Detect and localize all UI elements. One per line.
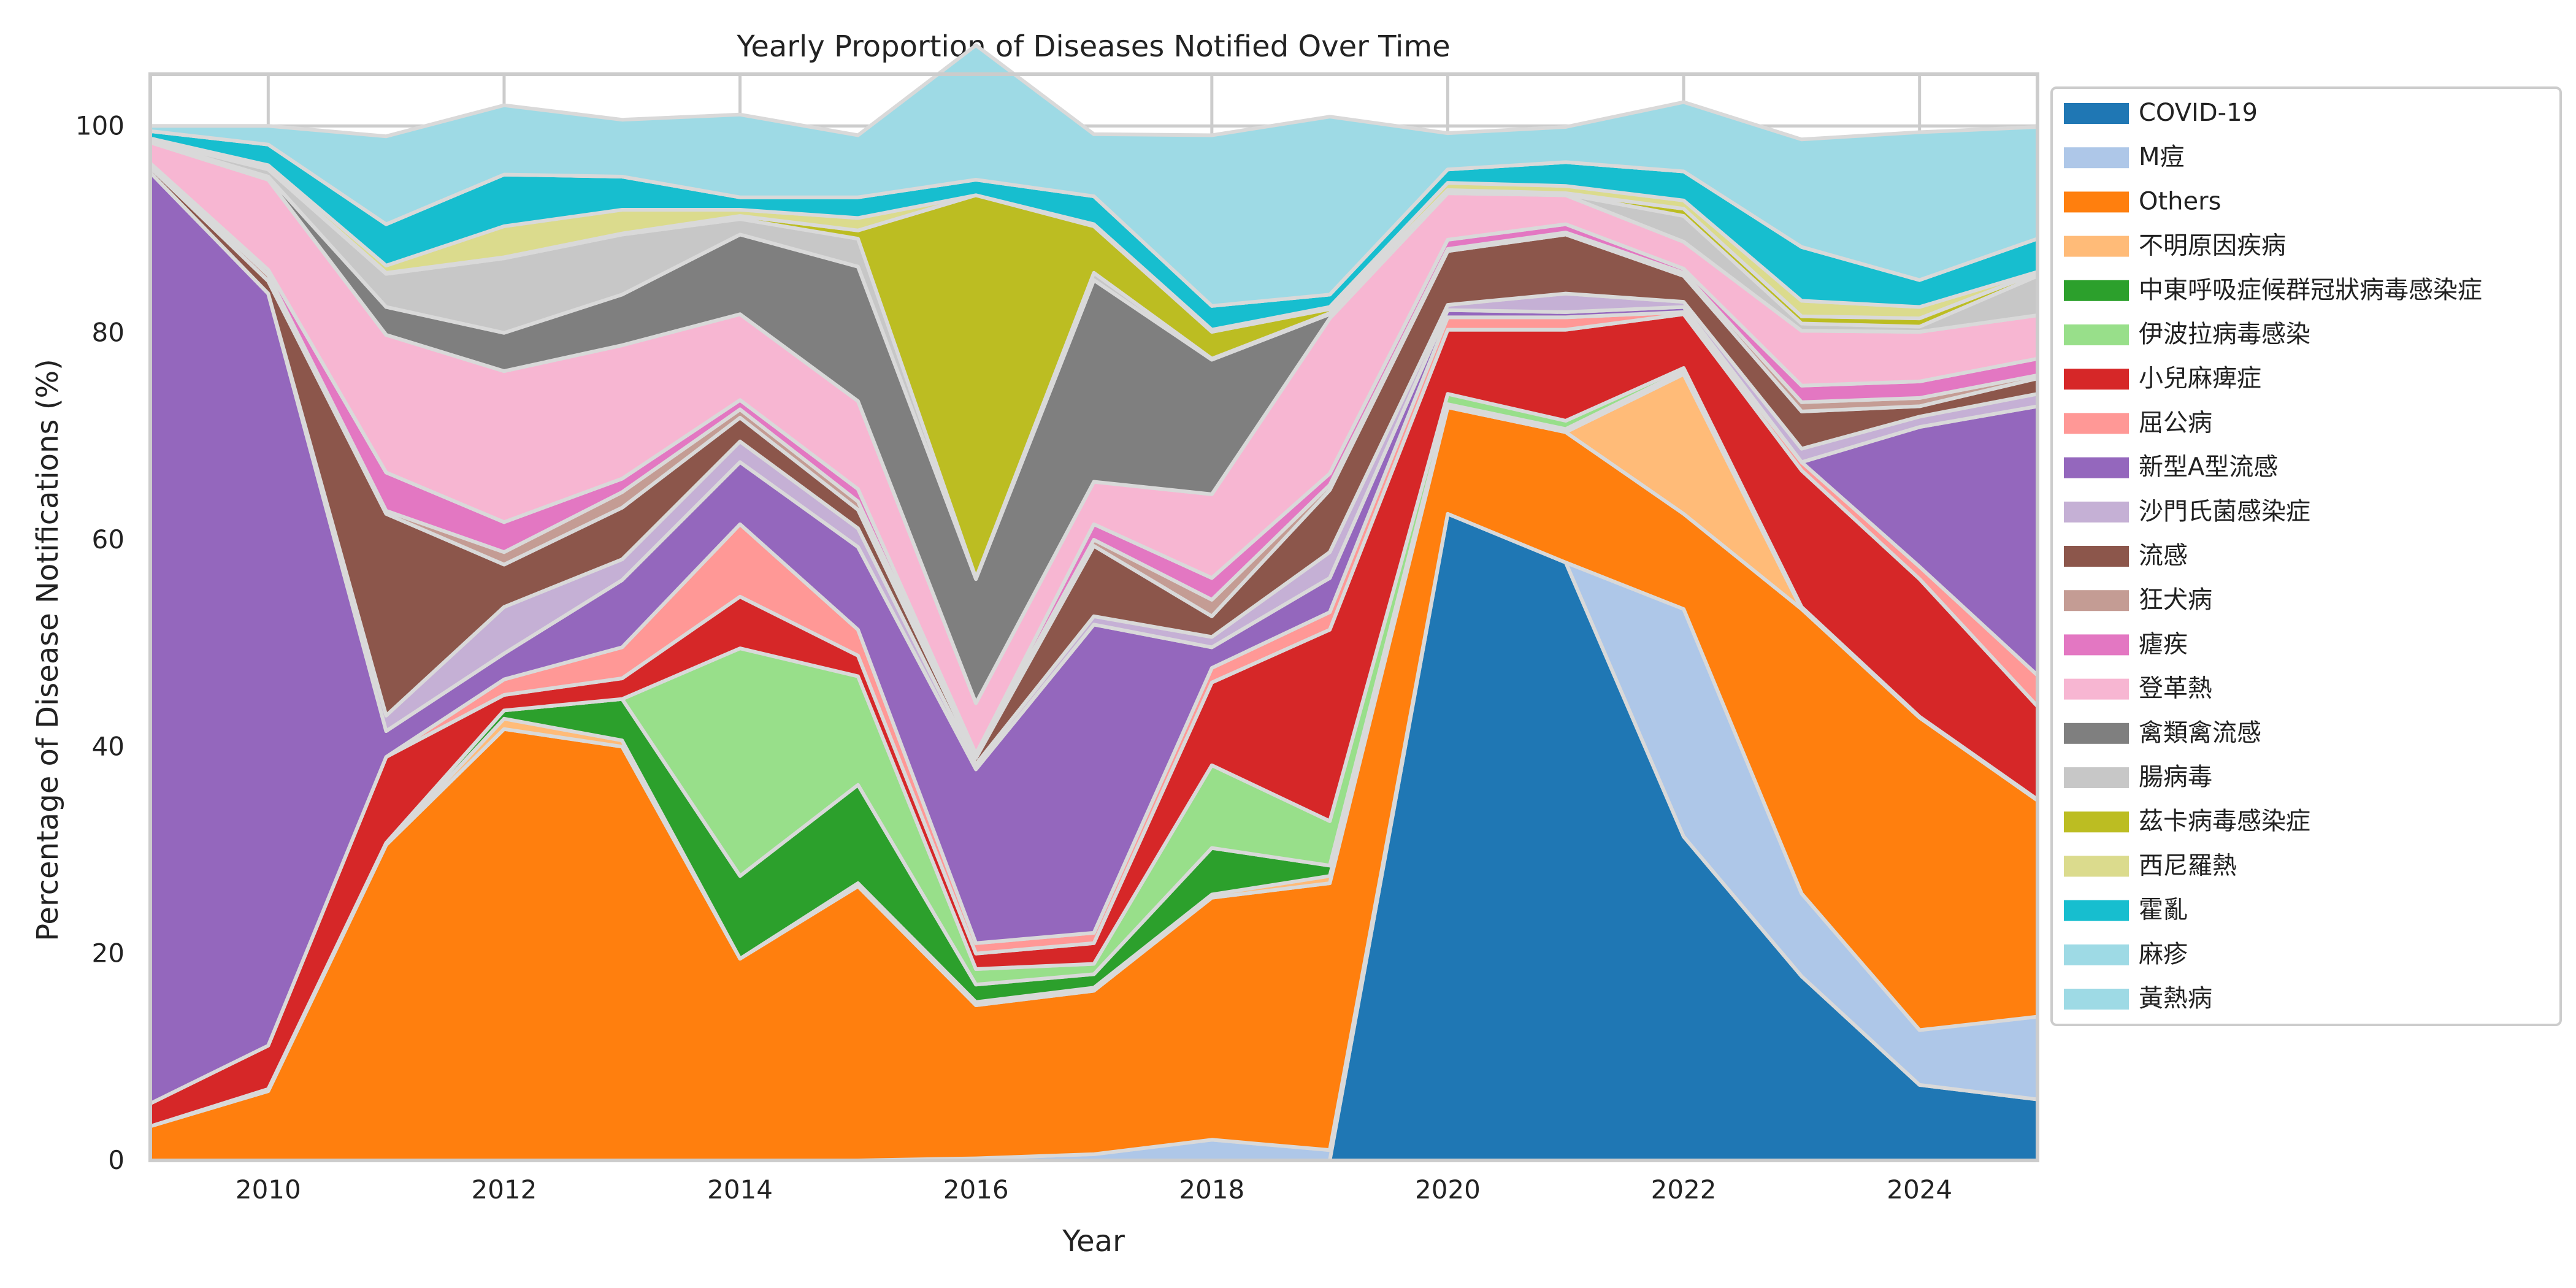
x-tick-label: 2012 — [471, 1175, 537, 1205]
legend-label: 茲卡病毒感染症 — [2139, 807, 2310, 835]
y-tick-label: 80 — [92, 318, 125, 348]
legend-label: 中東呼吸症候群冠狀病毒感染症 — [2139, 276, 2482, 304]
legend-label: 霍亂 — [2139, 896, 2188, 924]
x-tick-label: 2018 — [1179, 1175, 1244, 1205]
legend-label: 流感 — [2139, 542, 2188, 570]
legend-swatch — [2064, 634, 2129, 656]
legend-swatch — [2064, 723, 2129, 744]
legend-label: 沙門氏菌感染症 — [2139, 497, 2310, 526]
y-tick-label: 100 — [75, 110, 125, 140]
legend-swatch — [2064, 944, 2129, 965]
plot-frame — [148, 72, 2039, 1162]
legend-swatch — [2064, 369, 2129, 390]
legend-label: 西尼羅熱 — [2139, 851, 2237, 880]
legend-label: 新型A型流感 — [2139, 453, 2278, 481]
legend-label: 瘧疾 — [2139, 630, 2188, 658]
y-tick-label: 20 — [92, 938, 125, 968]
y-tick-label: 60 — [92, 524, 125, 554]
x-tick-label: 2014 — [707, 1175, 773, 1205]
legend: COVID-19 M痘 Others 不明原因疾病中東呼吸症候群冠狀病毒感染症伊波拉病… — [2050, 86, 2562, 1026]
area-series — [148, 43, 2039, 1162]
legend-swatch — [2064, 900, 2129, 921]
x-tick-label: 2010 — [236, 1175, 301, 1205]
legend-swatch — [2064, 103, 2129, 124]
legend-label: 伊波拉病毒感染 — [2139, 320, 2310, 348]
x-tick-label: 2024 — [1887, 1175, 1952, 1205]
legend-label: 禽類禽流感 — [2139, 719, 2261, 747]
chart-title: Yearly Proportion of Diseases Notified O… — [736, 29, 1450, 64]
y-tick-label: 0 — [108, 1145, 125, 1175]
x-tick-label: 2016 — [943, 1175, 1009, 1205]
y-axis-label: Percentage of Disease Notifications (%) — [31, 359, 65, 941]
legend-swatch — [2064, 767, 2129, 788]
legend-swatch — [2064, 989, 2129, 1010]
axis-ticks: 2010 2012 2014 2016 2018 2020 2022 2024 0 20 40 60 8… — [75, 110, 1952, 1205]
x-axis-label: Year — [1062, 1224, 1125, 1259]
y-tick-label: 40 — [92, 731, 125, 761]
legend-label: 麻疹 — [2139, 940, 2188, 968]
x-tick-label: 2020 — [1415, 1175, 1481, 1205]
legend-swatch — [2064, 280, 2129, 301]
legend-swatch — [2064, 413, 2129, 434]
legend-label: M痘 — [2139, 143, 2185, 171]
legend-label: 腸病毒 — [2139, 763, 2212, 791]
legend-box — [2050, 86, 2562, 1026]
legend-swatch — [2064, 811, 2129, 833]
legend-label: 小兒麻痺症 — [2139, 364, 2261, 393]
legend-swatch — [2064, 856, 2129, 877]
legend-label: 不明原因疾病 — [2139, 232, 2286, 260]
legend-label: 黃熱病 — [2139, 984, 2212, 1013]
legend-swatch — [2064, 501, 2129, 523]
legend-label: 屈公病 — [2139, 408, 2212, 437]
legend-swatch — [2064, 678, 2129, 700]
legend-label: 登革熱 — [2139, 675, 2212, 703]
legend-label: 狂犬病 — [2139, 586, 2212, 614]
legend-swatch — [2064, 147, 2129, 169]
legend-swatch — [2064, 191, 2129, 213]
legend-swatch — [2064, 546, 2129, 567]
legend-swatch — [2064, 457, 2129, 478]
legend-swatch — [2064, 590, 2129, 611]
legend-swatch — [2064, 324, 2129, 345]
legend-label: Others — [2139, 187, 2221, 215]
legend-label: COVID-19 — [2139, 99, 2258, 127]
legend-swatch — [2064, 236, 2129, 257]
x-tick-label: 2022 — [1651, 1175, 1717, 1205]
